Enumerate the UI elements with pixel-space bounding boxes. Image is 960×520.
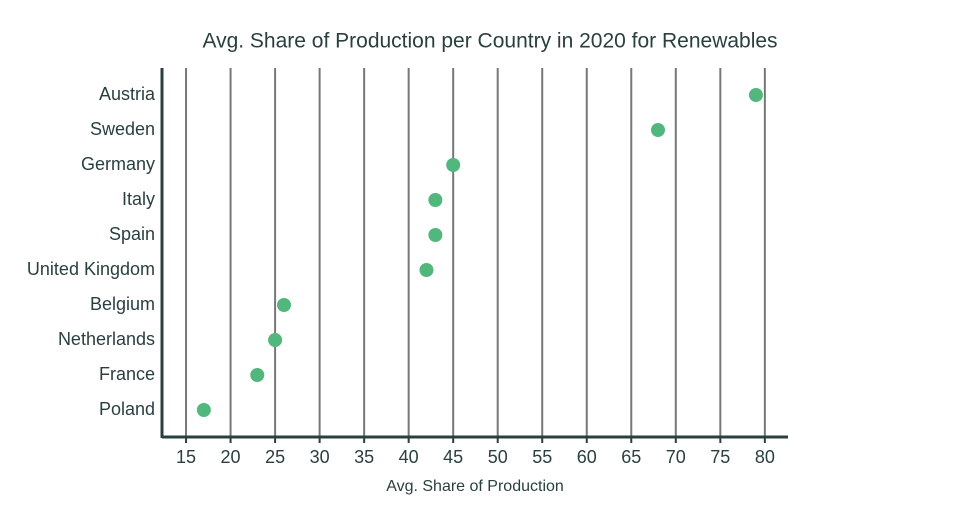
dot bbox=[650, 123, 665, 137]
y-tick-label: Austria bbox=[99, 84, 156, 104]
y-tick-label: Netherlands bbox=[58, 329, 155, 349]
y-tick-label: United Kingdom bbox=[27, 259, 155, 279]
x-tick-label: 45 bbox=[443, 447, 463, 467]
x-tick-label: 30 bbox=[310, 447, 330, 467]
x-tick-label: 70 bbox=[666, 447, 686, 467]
dot bbox=[446, 158, 461, 172]
dot bbox=[428, 193, 443, 207]
x-tick-label: 40 bbox=[399, 447, 419, 467]
dot bbox=[196, 403, 211, 417]
x-axis-title: Avg. Share of Production bbox=[386, 478, 564, 495]
x-tick-label: 80 bbox=[755, 447, 775, 467]
dot bbox=[748, 88, 763, 102]
category-labels: Austria Sweden Germany Italy Spain United Kin… bbox=[27, 84, 156, 419]
chart-title: Avg. Share of Production per Country in … bbox=[202, 30, 777, 53]
x-tick-label: 55 bbox=[532, 447, 552, 467]
x-tick-label: 75 bbox=[710, 447, 730, 467]
x-tick-label: 15 bbox=[176, 447, 196, 467]
y-tick-label: Germany bbox=[81, 154, 155, 174]
x-tick-label: 20 bbox=[221, 447, 241, 467]
y-tick-label: Italy bbox=[122, 189, 155, 209]
y-tick-label: France bbox=[99, 364, 155, 384]
x-tick-label: 65 bbox=[621, 447, 641, 467]
y-tick-label: Belgium bbox=[90, 294, 155, 314]
x-tick-label: 60 bbox=[577, 447, 597, 467]
y-tick-label: Sweden bbox=[90, 119, 155, 139]
y-tick-label: Spain bbox=[109, 224, 155, 244]
dot bbox=[419, 263, 434, 277]
dot bbox=[428, 228, 443, 242]
dot bbox=[276, 298, 291, 312]
x-tick-label: 35 bbox=[354, 447, 374, 467]
dot bbox=[268, 333, 283, 347]
y-tick-label: Poland bbox=[99, 399, 155, 419]
x-tick-label: 25 bbox=[265, 447, 285, 467]
dot bbox=[250, 368, 265, 382]
x-tick-label: 50 bbox=[488, 447, 508, 467]
